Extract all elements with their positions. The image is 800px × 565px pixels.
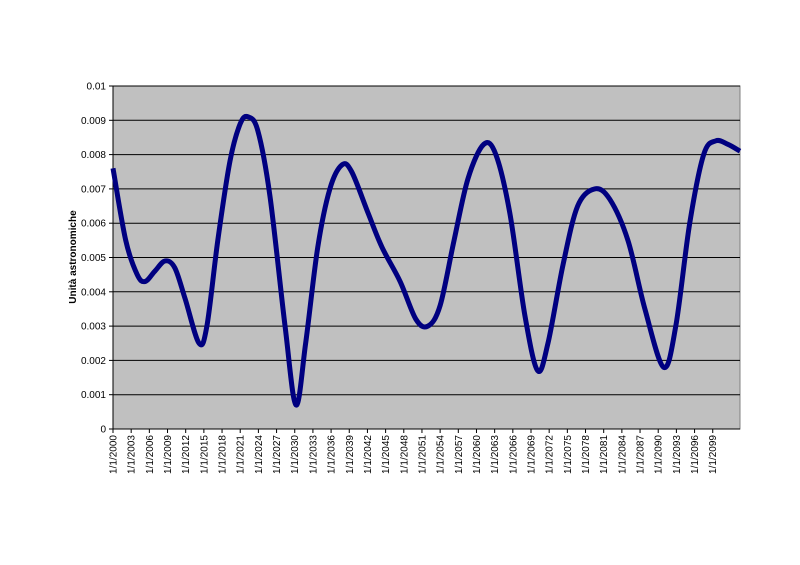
x-tick-label: 1/1/2069 — [527, 435, 538, 474]
y-tick-label: 0.008 — [81, 150, 106, 161]
x-tick-label: 1/1/2072 — [545, 435, 556, 474]
x-tick-label: 1/1/2012 — [181, 435, 192, 474]
x-tick-label: 1/1/2021 — [236, 435, 247, 474]
y-tick-label: 0.002 — [81, 356, 106, 367]
y-tick-label: 0.003 — [81, 322, 106, 333]
x-tick-label: 1/1/2066 — [508, 435, 519, 474]
x-tick-label: 1/1/2093 — [672, 435, 683, 474]
y-tick-label: 0.006 — [81, 219, 106, 230]
x-tick-label: 1/1/2024 — [254, 435, 265, 474]
x-tick-label: 1/1/2048 — [399, 435, 410, 474]
x-tick-label: 1/1/2087 — [636, 435, 647, 474]
x-tick-label: 1/1/2090 — [654, 435, 665, 474]
y-tick-label: 0.001 — [81, 390, 106, 401]
x-tick-label: 1/1/2081 — [599, 435, 610, 474]
x-tick-label: 1/1/2042 — [363, 435, 374, 474]
x-tick-label: 1/1/2015 — [199, 435, 210, 474]
x-tick-label: 1/1/2063 — [490, 435, 501, 474]
x-tick-label: 1/1/2084 — [617, 435, 628, 474]
x-tick-label: 1/1/2036 — [327, 435, 338, 474]
x-tick-label: 1/1/2030 — [290, 435, 301, 474]
x-tick-label: 1/1/2057 — [454, 435, 465, 474]
x-tick-label: 1/1/2000 — [109, 435, 120, 474]
x-tick-label: 1/1/2078 — [581, 435, 592, 474]
y-axis-label: Unità astronomiche — [68, 210, 79, 304]
x-tick-label: 1/1/2045 — [381, 435, 392, 474]
y-tick-label: 0.004 — [81, 287, 106, 298]
x-tick-label: 1/1/2099 — [708, 435, 719, 474]
x-tick-label: 1/1/2009 — [163, 435, 174, 474]
x-tick-label: 1/1/2006 — [145, 435, 156, 474]
x-tick-label: 1/1/2054 — [436, 435, 447, 474]
y-tick-label: 0 — [100, 425, 106, 436]
y-tick-label: 0.01 — [87, 82, 107, 93]
data-line — [110, 113, 742, 408]
y-tick-label: 0.005 — [81, 253, 106, 264]
x-tick-label: 1/1/2033 — [308, 435, 319, 474]
x-tick-label: 1/1/2060 — [472, 435, 483, 474]
y-tick-label: 0.007 — [81, 184, 106, 195]
x-tick-label: 1/1/2039 — [345, 435, 356, 474]
x-tick-label: 1/1/2075 — [563, 435, 574, 474]
x-tick-label: 1/1/2003 — [127, 435, 138, 474]
x-tick-label: 1/1/2051 — [417, 435, 428, 474]
y-tick-label: 0.009 — [81, 116, 106, 127]
x-tick-label: 1/1/2027 — [272, 435, 283, 474]
x-tick-label: 1/1/2096 — [690, 435, 701, 474]
x-tick-label: 1/1/2018 — [218, 435, 229, 474]
